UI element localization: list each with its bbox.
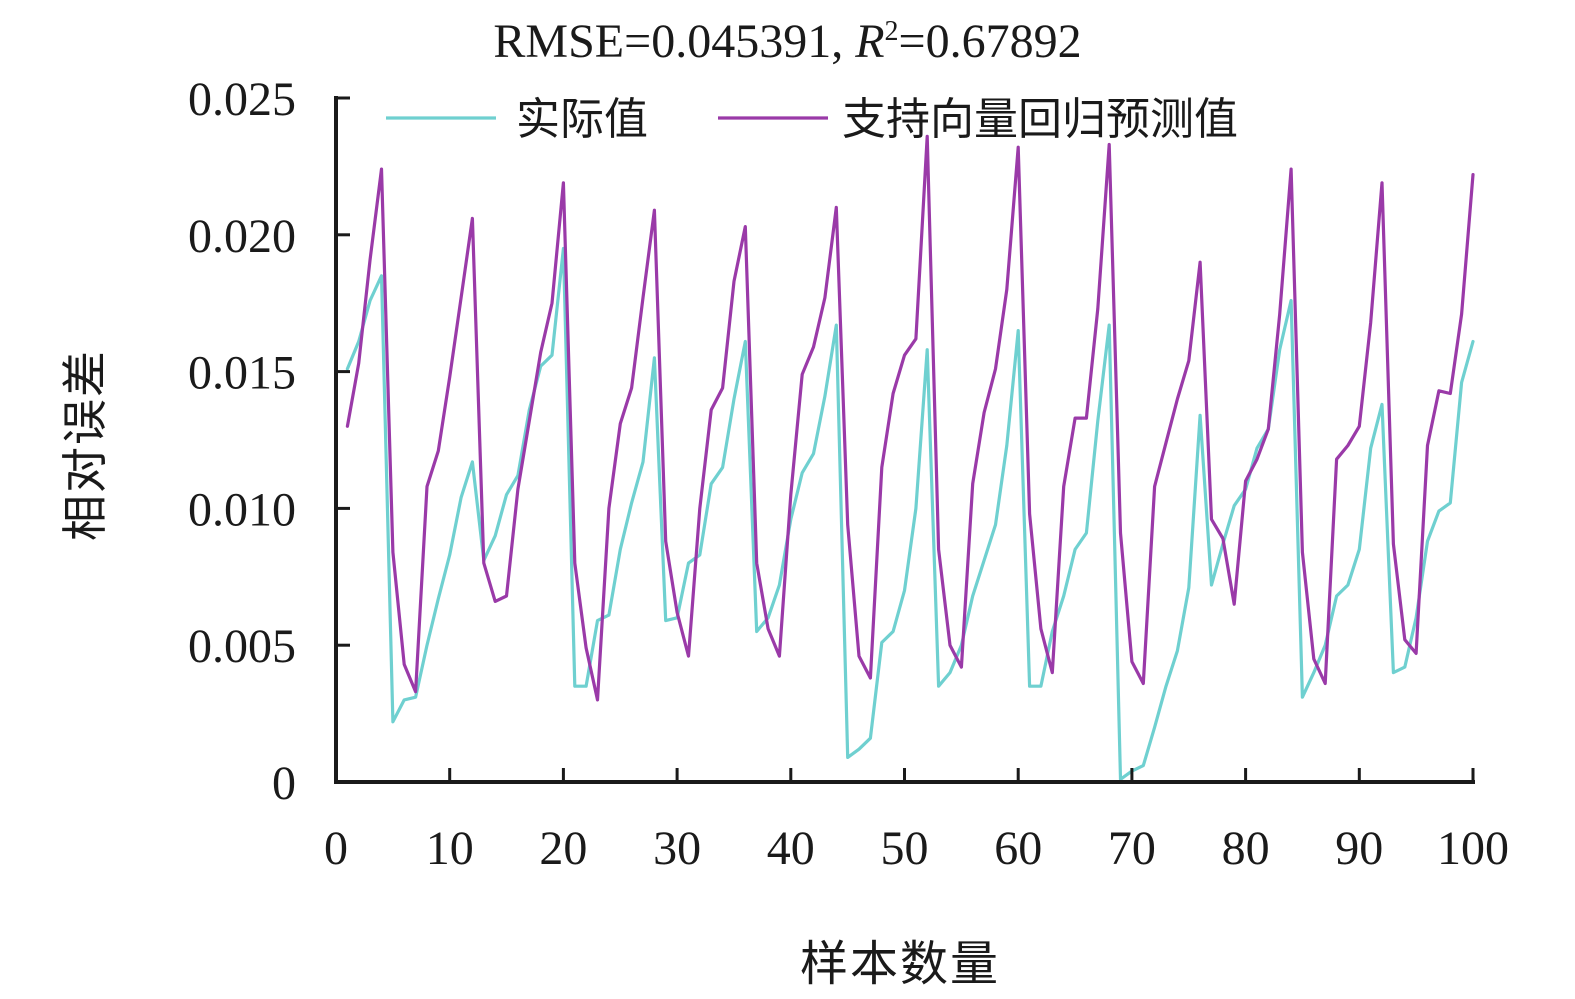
legend-label-0: 实际值	[516, 94, 648, 145]
title-r-value: =0.67892	[898, 15, 1082, 68]
x-tick-label: 80	[1222, 822, 1270, 875]
x-axis-title: 样本数量	[799, 936, 1001, 992]
x-tick-label: 60	[994, 822, 1042, 875]
series-layer	[345, 134, 1475, 781]
legend: 实际值 支持向量回归预测值	[386, 94, 1238, 145]
x-tick-label: 50	[881, 822, 929, 875]
x-tick-label: 10	[426, 822, 474, 875]
y-tick-label: 0.015	[188, 347, 296, 400]
x-tick-label: 30	[653, 822, 701, 875]
axes-layer: 0 0.005 0.010 0.015 0.020 0.025 0 10 20 30 40 50 60 7…	[188, 73, 1509, 875]
chart-title: RMSE=0.045391, R2=0.67892	[0, 14, 1575, 69]
y-tick-label: 0.010	[188, 483, 296, 536]
y-tick-label: 0	[272, 757, 296, 810]
legend-label-1: 支持向量回归预测值	[842, 94, 1238, 145]
title-r-exponent: 2	[884, 16, 899, 47]
x-tick-label: 0	[324, 822, 348, 875]
x-tick-label: 70	[1108, 822, 1156, 875]
x-tick-label: 40	[767, 822, 815, 875]
x-tick-label: 20	[539, 822, 587, 875]
series-line-1	[345, 134, 1475, 702]
title-r-letter: R	[855, 15, 885, 68]
y-tick-label: 0.005	[188, 620, 296, 673]
title-rmse: RMSE=0.045391,	[493, 15, 856, 68]
y-tick-label: 0.025	[188, 73, 296, 126]
y-tick-label: 0.020	[188, 210, 296, 263]
x-tick-label: 90	[1335, 822, 1383, 875]
x-tick-label: 100	[1437, 822, 1509, 875]
